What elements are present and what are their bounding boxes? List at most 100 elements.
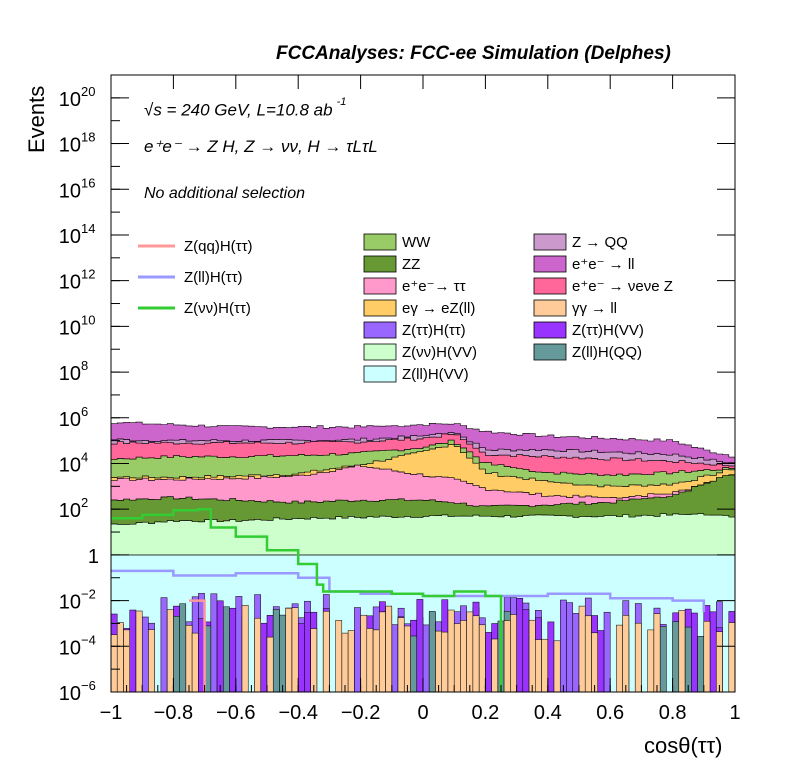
minor-background-bar xyxy=(622,615,630,693)
minor-background-bar xyxy=(410,635,417,693)
minor-background-bar xyxy=(322,611,330,693)
energy-text: √s = 240 GeV, L=10.8 ab xyxy=(144,100,333,120)
legend-label: Z(ll)H(QQ) xyxy=(572,344,642,361)
legend-label: Z → QQ xyxy=(572,234,628,251)
legend-swatch xyxy=(363,365,397,383)
minor-background-bar xyxy=(491,638,499,693)
legend-label: e⁺e⁻→ ττ xyxy=(402,278,466,295)
minor-background-bar xyxy=(466,611,474,693)
minor-background-bar xyxy=(135,610,143,693)
minor-background-bar xyxy=(510,614,517,693)
legend-swatch xyxy=(533,255,567,273)
legend-label: Z(ττ)H(ττ) xyxy=(402,322,466,339)
x-tick-label: −0.8 xyxy=(154,702,193,724)
y-tick-label: 10 xyxy=(59,135,81,157)
minor-background-bar xyxy=(672,621,680,693)
legend-label: Z(νν)H(VV) xyxy=(402,344,477,361)
minor-background-bar xyxy=(210,593,218,693)
minor-background-bar xyxy=(397,617,405,693)
minor-background-bar xyxy=(441,631,449,693)
y-tick-exponent: 2 xyxy=(81,495,88,510)
minor-background-bar xyxy=(366,628,374,693)
minor-background-bar xyxy=(578,605,586,693)
minor-background-bar xyxy=(528,619,536,693)
minor-background-bar xyxy=(266,636,274,693)
minor-background-bar xyxy=(460,620,467,693)
minor-background-bar xyxy=(728,622,736,693)
legend-swatch xyxy=(363,277,397,295)
minor-background-bar xyxy=(560,599,567,693)
minor-background-bar xyxy=(553,640,561,693)
minor-background-bar xyxy=(123,629,130,693)
y-tick-exponent: 8 xyxy=(81,358,88,373)
minor-background-bar xyxy=(697,636,705,693)
x-tick-label: −1 xyxy=(100,702,123,724)
y-tick-exponent: 12 xyxy=(81,267,95,282)
minor-background-bar xyxy=(422,624,430,693)
y-tick-exponent: 4 xyxy=(81,449,88,464)
y-tick-exponent: −2 xyxy=(81,587,96,602)
y-tick-label: 10 xyxy=(59,317,81,339)
minor-background-bar xyxy=(404,625,411,693)
y-tick-label: 10 xyxy=(59,637,81,659)
minor-background-bar xyxy=(447,609,455,693)
minor-background-bar xyxy=(478,624,486,693)
minor-background-bar xyxy=(241,605,249,693)
minor-background-bar xyxy=(584,615,592,693)
legend-swatch xyxy=(533,277,567,295)
minor-background-bar xyxy=(566,602,573,693)
y-tick-exponent: 14 xyxy=(81,221,95,236)
x-tick-label: 0.2 xyxy=(471,702,499,724)
minor-background-bar xyxy=(684,626,692,693)
x-axis: −1 −0.8 −0.6 −0.4 −0.2 0 0.2 0.4 0.6 0.8 1 xyxy=(100,75,741,724)
minor-background-bar xyxy=(603,611,611,693)
chart-title: FCCAnalyses: FCC-ee Simulation (Delphes) xyxy=(276,43,671,64)
minor-background-bar xyxy=(516,598,524,693)
minor-background-bar xyxy=(148,629,155,693)
minor-background-bar xyxy=(453,623,461,693)
y-tick-exponent: 20 xyxy=(81,84,95,99)
minor-background-bar xyxy=(379,611,386,693)
minor-background-bar xyxy=(354,607,361,693)
signal-zqq-line xyxy=(189,599,206,692)
x-tick-label: 0.6 xyxy=(596,702,624,724)
minor-background-bar xyxy=(535,639,542,693)
y-tick-exponent: 18 xyxy=(81,130,95,145)
y-tick-label: 1 xyxy=(88,546,99,568)
y-tick-label: 10 xyxy=(59,363,81,385)
minor-background-bar xyxy=(173,616,180,693)
energy-exp: -1 xyxy=(336,96,347,108)
minor-background-bar xyxy=(341,632,349,693)
minor-background-bar xyxy=(703,621,711,693)
minor-background-bar xyxy=(472,615,480,693)
minor-background-bar xyxy=(304,612,311,693)
minor-background-bar xyxy=(191,632,199,693)
minor-background-bar xyxy=(428,611,436,693)
minor-background-bar xyxy=(347,630,355,693)
minor-background-bar xyxy=(335,620,343,693)
y-tick-label: 10 xyxy=(59,226,81,248)
legend: Z(qq)H(ττ) Z(ll)H(ττ) Z(νν)H(ττ) WW ZZ e⁺e⁻→ … xyxy=(138,233,673,383)
y-tick-label: 10 xyxy=(59,180,81,202)
minor-background-bar xyxy=(653,613,661,693)
legend-label: eγ → eZ(ll) xyxy=(402,300,475,317)
minor-background-bar xyxy=(110,634,118,693)
minor-background-bar xyxy=(141,616,149,693)
minor-background-bar xyxy=(179,603,187,693)
y-tick-label: 10 xyxy=(59,454,81,476)
y-tick-label: 10 xyxy=(59,409,81,431)
minor-background-bar xyxy=(235,596,243,693)
minor-background-bar xyxy=(260,622,268,693)
minor-background-bar xyxy=(709,611,717,693)
minor-background-bar xyxy=(572,613,580,693)
minor-background-bar xyxy=(166,609,174,693)
legend-swatch xyxy=(363,233,397,251)
minor-background-bar xyxy=(678,610,686,693)
legend-swatch xyxy=(533,321,567,339)
x-tick-label: −0.2 xyxy=(341,702,380,724)
legend-swatch xyxy=(363,299,397,317)
minor-background-bar xyxy=(541,638,549,693)
minor-background-bar xyxy=(522,609,530,693)
minor-background-bar xyxy=(160,597,168,693)
